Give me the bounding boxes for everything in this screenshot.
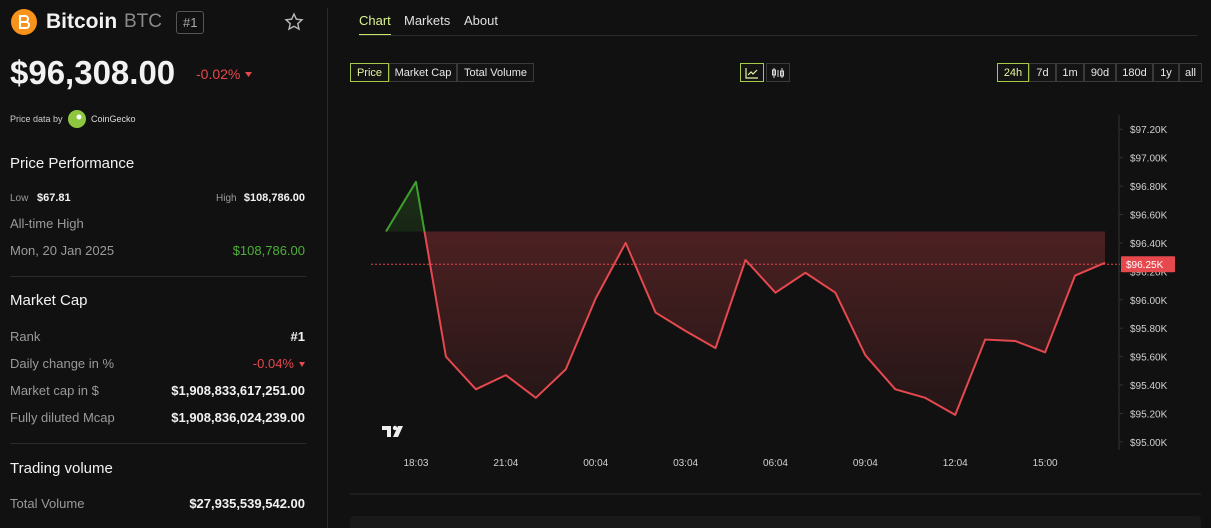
- divider: [10, 443, 306, 444]
- x-tick-label: 03:04: [673, 458, 698, 469]
- tradingview-logo: [382, 425, 403, 437]
- ath-label: All-time High: [10, 216, 84, 231]
- x-tick-label: 15:00: [1033, 458, 1058, 469]
- range-button[interactable]: 180d: [1116, 63, 1153, 82]
- panel-below: [350, 516, 1201, 528]
- row-value: $1,908,836,024,239.00: [171, 410, 305, 425]
- y-tick-label: $95.40K: [1130, 381, 1168, 392]
- price: $96,308.00: [10, 54, 176, 91]
- y-tick-label: $96.60K: [1130, 210, 1168, 221]
- row-value: #1: [290, 329, 305, 344]
- coin-symbol: BTC: [124, 11, 162, 32]
- down-arrow: [245, 72, 252, 77]
- range-button[interactable]: 90d: [1084, 63, 1116, 82]
- row-value: $27,935,539,542.00: [189, 496, 305, 511]
- y-tick-label: $95.60K: [1130, 353, 1168, 364]
- section-title: Trading volume: [10, 460, 113, 477]
- low-value: $67.81: [37, 192, 71, 204]
- x-tick-label: 09:04: [853, 458, 878, 469]
- metric-button[interactable]: Market Cap: [389, 63, 457, 82]
- price-area: [386, 181, 1105, 415]
- low-label: Low: [10, 193, 29, 204]
- x-tick-label: 06:04: [763, 458, 788, 469]
- source-name[interactable]: CoinGecko: [91, 114, 136, 124]
- y-tick-label: $96.80K: [1130, 182, 1168, 193]
- price-change: -0.02%: [196, 66, 241, 82]
- high-value: $108,786.00: [243, 192, 305, 204]
- range-button[interactable]: 7d: [1029, 63, 1056, 82]
- metric-button[interactable]: Price: [350, 63, 389, 82]
- x-tick-label: 21:04: [493, 458, 518, 469]
- row-label: Market cap in $: [10, 383, 99, 398]
- y-tick-label: $96.20K: [1130, 267, 1168, 278]
- y-tick-label: $96.00K: [1130, 296, 1168, 307]
- candle-chart-toggle[interactable]: [766, 63, 790, 82]
- chart: $95.00K $95.20K $95.40K $95.60K $95.80K $96.0…: [350, 115, 1201, 528]
- row-label: Daily change in %: [10, 356, 115, 371]
- section-title: Market Cap: [10, 292, 88, 309]
- high-label: High: [216, 193, 237, 204]
- tab-rule: [359, 35, 1197, 36]
- down-arrow: [299, 362, 305, 367]
- row-label: Fully diluted Mcap: [10, 410, 115, 425]
- y-tick-label: $97.00K: [1130, 154, 1168, 165]
- metric-button[interactable]: Total Volume: [457, 63, 534, 82]
- y-tick-label: $95.80K: [1130, 324, 1168, 335]
- favorite-star[interactable]: [284, 12, 304, 32]
- panel-divider: [327, 8, 328, 528]
- price-line: [385, 180, 1106, 416]
- ath-price: $108,786.00: [232, 243, 305, 258]
- rank-badge: #1: [176, 11, 205, 34]
- tab[interactable]: Chart: [359, 13, 391, 35]
- row-label: Total Volume: [10, 496, 85, 511]
- tab[interactable]: About: [464, 13, 498, 28]
- x-tick-label: 12:04: [943, 458, 968, 469]
- section-title: Price Performance: [10, 155, 135, 172]
- row-value: $1,908,833,617,251.00: [171, 383, 305, 398]
- x-tick-label: 18:03: [403, 458, 428, 469]
- y-tick-label: $97.20K: [1130, 125, 1168, 136]
- range-button[interactable]: 1y: [1153, 63, 1179, 82]
- row-value: -0.04%: [252, 356, 294, 371]
- row-label: Rank: [10, 329, 41, 344]
- range-button[interactable]: 24h: [997, 63, 1029, 82]
- x-tick-label: 00:04: [583, 458, 608, 469]
- range-button[interactable]: all: [1179, 63, 1202, 82]
- range-button[interactable]: 1m: [1056, 63, 1084, 82]
- tab[interactable]: Markets: [404, 13, 451, 28]
- last-price-tag: [1121, 256, 1175, 273]
- ath-date: Mon, 20 Jan 2025: [10, 243, 115, 258]
- y-tick-label: $95.20K: [1130, 409, 1168, 420]
- divider: [10, 276, 306, 277]
- coin-name: Bitcoin: [46, 10, 118, 33]
- coin-icon: [11, 9, 37, 35]
- source-prefix: Price data by: [10, 114, 63, 124]
- source-icon: [68, 110, 86, 128]
- y-tick-label: $95.00K: [1130, 438, 1168, 449]
- last-price-label: $96.25K: [1126, 260, 1164, 271]
- line-chart-toggle[interactable]: [740, 63, 764, 82]
- y-tick-label: $96.40K: [1130, 239, 1168, 250]
